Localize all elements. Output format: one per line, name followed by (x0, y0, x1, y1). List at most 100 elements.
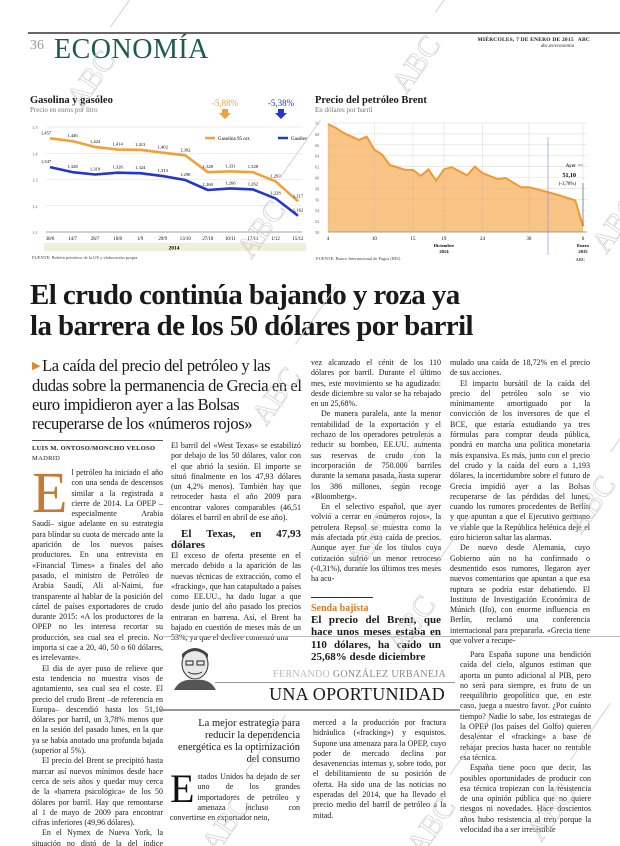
area-fill (328, 124, 583, 232)
annotation-label: Ayer (566, 163, 577, 169)
opinion-column-c: Para España supone una bendición caída d… (460, 650, 591, 835)
data-label: 1,402 (158, 145, 169, 151)
data-label: 1,328 (67, 164, 78, 170)
x-tick-label: 19 (441, 237, 447, 242)
column-title: UNA OPORTUNIDAD (269, 684, 445, 704)
chart-source: FUENTE: Banco Internacional de Pagos (BI… (316, 256, 401, 261)
section-title: ECONOMÍA (54, 34, 209, 65)
x-tick-label: 30/6 (46, 237, 55, 242)
headline-line-1: El crudo continúa bajando y roza ya (30, 279, 460, 311)
y-tick-label: 56 (315, 197, 320, 202)
data-label: 1,217 (293, 193, 304, 199)
credit-label: ABC (576, 257, 585, 262)
columnist-name: FERNANDO GONZÁLEZ URBANEJA (222, 669, 446, 680)
x-tick-label: 6 (582, 237, 585, 242)
paragraph: merced a la producción por fractura hidr… (313, 718, 446, 820)
data-label: 1,262 (248, 181, 259, 187)
watermark-line (110, 0, 151, 28)
pull-quote: La mejor estrategia para reducir la depe… (178, 718, 300, 765)
y-tick-label: 52 (315, 219, 319, 224)
page-number: 36 (30, 38, 44, 53)
x-tick-label: 28/7 (91, 237, 100, 242)
x-tick-label: 14/7 (68, 237, 77, 242)
author-portrait (174, 648, 216, 690)
y-tick-label: 1,1 (32, 230, 38, 236)
chart-source: FUENTE: Boletín petrolero de la UE y ela… (32, 255, 138, 260)
paragraph-text: stados Unidos ha dejado de ser uno de lo… (170, 772, 300, 823)
down-arrow-icon (219, 109, 231, 119)
chart-title: Gasolina y gasóleo (30, 95, 113, 106)
paragraph: De manera paralela, ante la menor rentab… (311, 409, 441, 501)
paragraph: Para España supone una bendición caída d… (460, 650, 591, 762)
x-tick-label: 1/9 (137, 237, 144, 242)
data-label: 1,392 (180, 147, 191, 153)
data-label: 1,228 (270, 190, 281, 196)
data-label: 1,446 (67, 133, 78, 139)
y-tick-label: 54 (315, 208, 320, 213)
dateline: MIÉRCOLES, 7 DE ENERO DE 2015 ABC (440, 37, 590, 43)
highlight-text: El precio del Brent, que hace unos meses… (311, 613, 441, 664)
data-label: 1,313 (158, 168, 169, 174)
y-tick-label: 60 (315, 176, 319, 181)
x-tick-label: 18/8 (113, 237, 122, 242)
y-tick-label: 64 (315, 154, 320, 159)
headline: El crudo continúa bajando y roza ya la b… (30, 280, 610, 342)
web-address: abc.es/economia (540, 44, 574, 49)
x-sub-label: 2015 (578, 249, 588, 254)
y-tick-label: 1,5 (32, 125, 38, 131)
paragraph: De nuevo desde Alemania, cuyo Gobierno a… (450, 543, 590, 646)
section-divider (160, 636, 620, 637)
byline: LUIS M. ONTOSO/MONCHO VELOSO (32, 445, 156, 452)
subheadline: ▶ La caída del precio del petróleo y las … (32, 356, 304, 433)
column-rule (215, 682, 455, 683)
y-tick-label: 62 (315, 165, 319, 170)
data-label: 1,319 (90, 167, 101, 173)
abc-watermark: ABC (385, 29, 448, 99)
triangle-bullet-icon: ▶ (32, 360, 41, 372)
x-tick-label: 10 (372, 237, 378, 242)
paragraph: El exceso de oferta presente en el merca… (171, 550, 301, 643)
chart-subtitle: Precio en euros por litro (30, 106, 98, 114)
x-sub-label: Diciembre (434, 243, 454, 248)
year-label: 2014 (169, 246, 180, 252)
legend-label: Gasóleo (291, 137, 308, 142)
x-tick-label: 30 (526, 237, 532, 242)
paragraph: En el Nymex de Nueva York, la situación … (32, 828, 163, 846)
data-label: 1,347 (41, 159, 52, 165)
x-tick-label: 15/12 (293, 237, 305, 242)
data-label: 1,298 (180, 172, 191, 178)
highlight-kicker: Senda bajista (311, 602, 369, 614)
paragraph: El precio del Brent se precipitó hasta m… (32, 756, 163, 828)
x-tick-label: 1/12 (271, 237, 280, 242)
headline-line-2: la barrera de los 50 dólares por barril (30, 310, 474, 342)
paragraph: El día de ayer puso de relieve que esta … (32, 663, 163, 756)
highlight-rule (311, 596, 373, 598)
data-label: 1,328 (203, 164, 214, 170)
paragraph: vez alcanzado el cénit de los 110 dólare… (311, 358, 441, 409)
subhead-text: La caída del precio del petróleo y las d… (32, 356, 302, 433)
intertitle: El Texas, en 47,93 dólares (171, 528, 301, 551)
article-column-4: mulado una caída de 18,72% en el precio … (450, 358, 590, 646)
drop-cap: E (32, 460, 68, 525)
data-label: 1,293 (270, 173, 281, 179)
data-label: 1,266 (225, 180, 236, 186)
y-tick-label: 70 (315, 121, 319, 126)
chart-subtitle: En dólares por barril (315, 106, 373, 114)
data-label: 1,328 (248, 164, 259, 170)
article-column-3: vez alcanzado el cénit de los 110 dólare… (311, 358, 441, 664)
x-tick-label: 13/10 (180, 237, 192, 242)
x-sub-label: Enero (577, 243, 590, 248)
y-tick-label: 66 (315, 143, 320, 148)
data-label: 1,413 (135, 142, 146, 148)
y-tick-label: 1,2 (32, 204, 38, 210)
data-label: 1,162 (293, 208, 304, 214)
fuel-chart-header: Gasolina y gasóleo Precio en euros por l… (30, 95, 305, 114)
x-tick-label: 24 (480, 237, 486, 242)
fuel-price-chart: 1,5 1,4 1,3 1,2 1,1 2014 30/6 14/7 28/7 18/8 1/9 29… (32, 98, 308, 252)
annotation-value: 51,10 (563, 173, 577, 179)
author-first: FERNANDO (273, 669, 331, 680)
